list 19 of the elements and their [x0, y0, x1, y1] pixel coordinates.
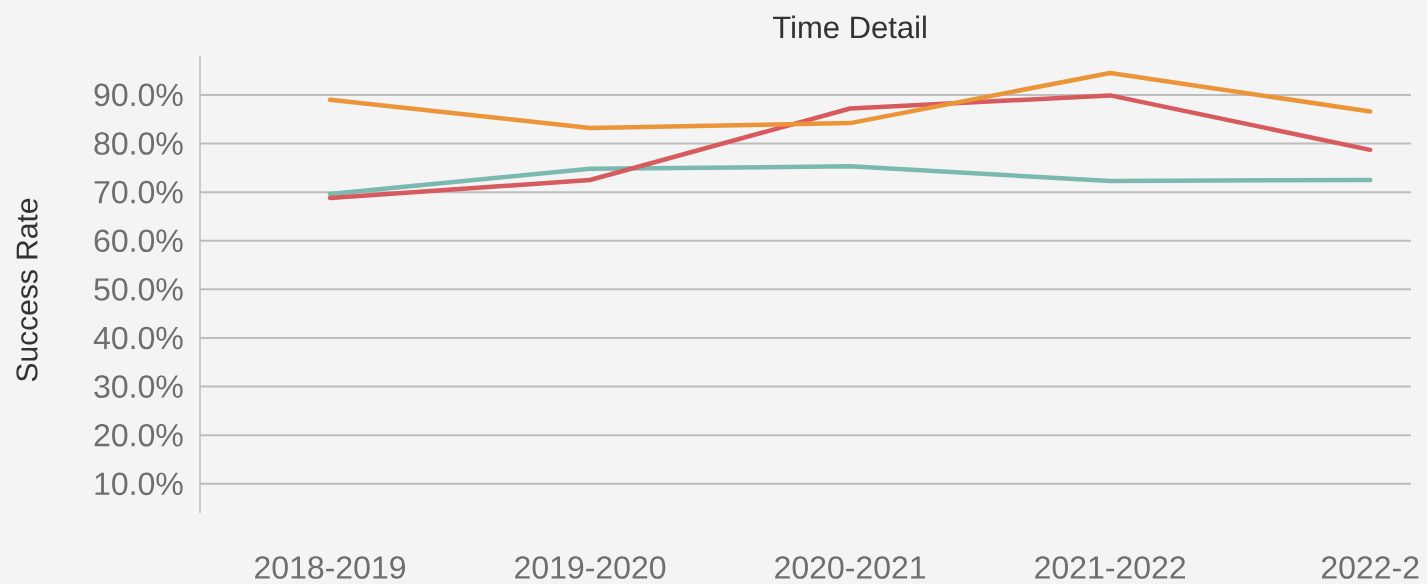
y-tick-label: 70.0% — [94, 180, 183, 204]
y-axis-title: Success Rate — [16, 198, 38, 382]
y-tick-label: 60.0% — [94, 229, 183, 253]
y-tick-label: 10.0% — [95, 472, 183, 496]
y-tick-label: 40.0% — [93, 326, 183, 350]
y-tick-label: 50.0% — [94, 278, 183, 301]
y-tick-label: 20.0% — [94, 423, 183, 447]
y-tick-label: 80.0% — [94, 132, 183, 155]
x-tick-label: 2020-2021 — [775, 556, 926, 579]
x-tick-label: 2019-2020 — [515, 556, 666, 579]
y-tick-label: 30.0% — [94, 375, 183, 398]
y-tick-label: 90.0% — [94, 83, 183, 107]
line-series — [327, 70, 1373, 131]
x-tick-label: 2018-2019 — [255, 556, 405, 579]
chart-title: Time Detail — [773, 15, 926, 39]
x-tick-label: 2022-2 — [1321, 556, 1419, 579]
x-tick-label: 2021-2022 — [1035, 556, 1186, 579]
line-series — [327, 164, 1373, 197]
line-series — [327, 93, 1373, 201]
